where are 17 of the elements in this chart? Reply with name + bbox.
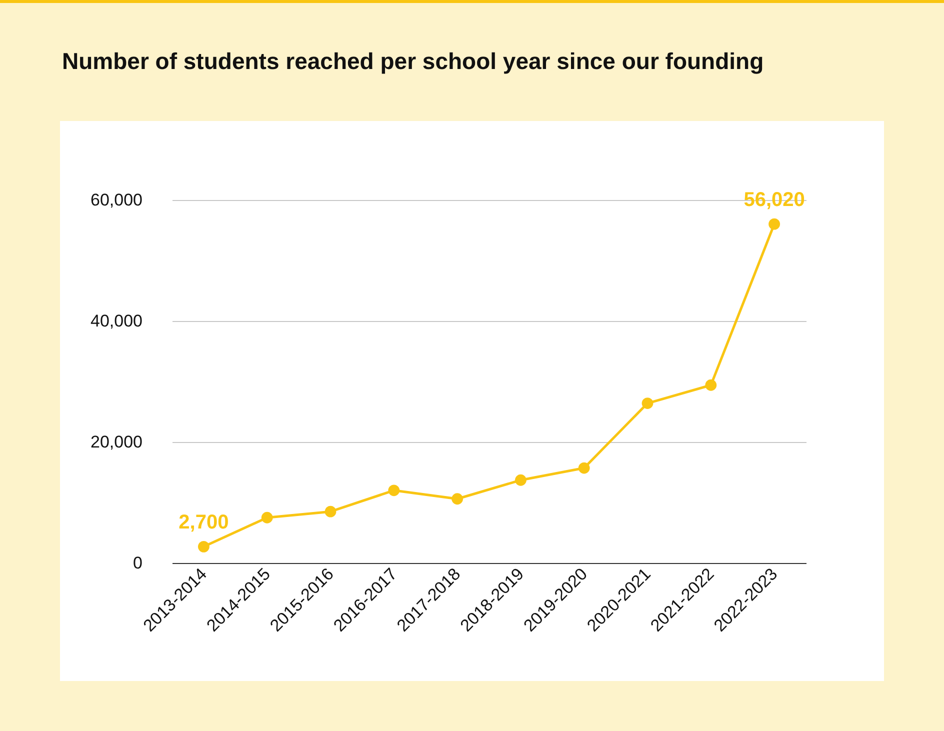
point	[768, 218, 780, 230]
y-tick-label: 0	[133, 554, 142, 572]
point	[198, 540, 210, 552]
point	[642, 398, 654, 409]
point	[261, 512, 273, 524]
point	[452, 493, 463, 505]
point	[515, 474, 526, 486]
chart-title: Number of students reached per school year since our founding	[62, 48, 764, 75]
y-tick-label: 60,000	[90, 190, 142, 210]
data-label: 56,020	[744, 189, 805, 212]
data-label: 2,700	[178, 512, 229, 534]
point	[578, 462, 590, 474]
point	[705, 379, 717, 391]
point	[388, 484, 400, 496]
point	[324, 506, 336, 518]
y-tick-label: 20,000	[90, 432, 142, 452]
y-tick-label: 40,000	[90, 312, 142, 330]
